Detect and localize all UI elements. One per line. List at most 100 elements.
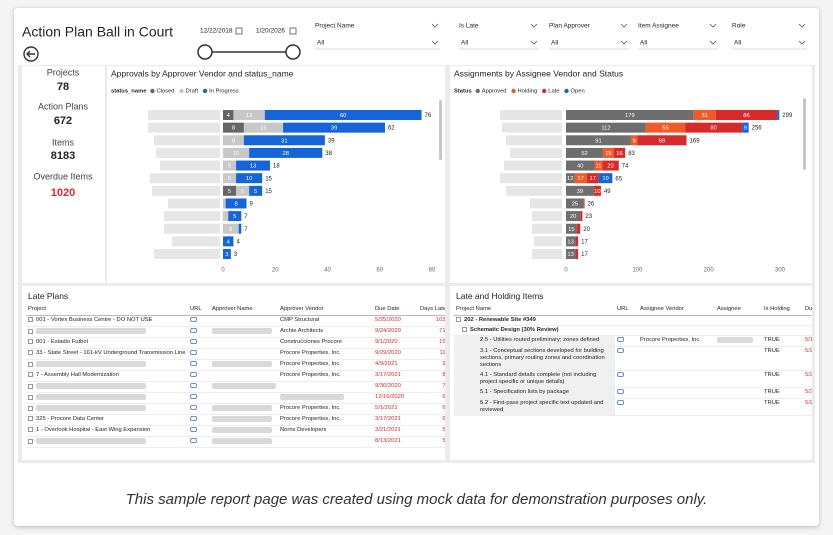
bar-segment — [603, 147, 614, 158]
category-placeholder — [510, 147, 562, 158]
expand-icon[interactable] — [28, 405, 33, 411]
back-circle[interactable] — [23, 46, 39, 62]
total-label: 299 — [782, 113, 793, 119]
category-placeholder — [156, 147, 220, 158]
bar-segment — [566, 249, 576, 259]
bar-segment — [236, 160, 271, 171]
slider-handle[interactable] — [285, 44, 301, 60]
link-icon[interactable] — [617, 400, 624, 405]
bar-segment — [223, 185, 237, 196]
link-icon[interactable] — [190, 405, 197, 410]
total-label: 15 — [265, 176, 272, 182]
category-placeholder — [500, 173, 562, 184]
expand-icon[interactable] — [28, 350, 33, 355]
scrollbar[interactable] — [803, 98, 806, 170]
filter-value[interactable]: All — [551, 40, 559, 47]
cell — [715, 335, 762, 347]
link-icon[interactable] — [190, 361, 197, 366]
link-icon[interactable] — [190, 438, 197, 443]
filter-value[interactable]: All — [734, 40, 742, 47]
expand-icon[interactable] — [28, 438, 33, 444]
link-icon[interactable] — [617, 337, 624, 342]
cell — [188, 315, 210, 327]
kpis: Projects 78 Action Plans 672 Items 8183 Overdu… — [33, 67, 93, 199]
bar-segment — [777, 110, 780, 120]
cell — [278, 392, 373, 404]
category-placeholder — [148, 122, 220, 133]
cell — [188, 392, 210, 404]
kpi-value: 1020 — [51, 187, 75, 199]
link-icon[interactable] — [617, 348, 624, 353]
link-icon[interactable] — [190, 350, 197, 355]
expand-icon[interactable] — [28, 317, 33, 322]
bar-segment — [223, 122, 244, 133]
cell — [638, 346, 715, 371]
item-row: 4.1 - Standard details complete (not inc… — [454, 370, 812, 388]
bar-segment — [602, 160, 619, 171]
cell — [278, 436, 373, 448]
expand-icon[interactable] — [28, 361, 33, 367]
calendar-icon[interactable] — [289, 27, 297, 35]
column-header: Approver Name — [210, 303, 278, 316]
cell — [210, 436, 278, 448]
expand-icon[interactable] — [28, 339, 33, 344]
collapse-icon[interactable] — [456, 317, 461, 322]
bar-segment — [223, 198, 226, 209]
days-late: 735 — [418, 381, 445, 393]
calendar-icon[interactable] — [235, 27, 243, 35]
cell: 202 - Renewable Site #349 — [454, 315, 812, 326]
legend-title: Status — [454, 89, 472, 95]
bar-segment — [742, 122, 749, 133]
cell — [26, 403, 188, 415]
scrollbar[interactable] — [439, 100, 442, 160]
expand-icon[interactable] — [28, 328, 33, 334]
bar-segment — [249, 147, 323, 158]
link-icon[interactable] — [617, 389, 624, 394]
filter-value[interactable]: All — [461, 40, 469, 47]
expand-icon[interactable] — [28, 383, 33, 389]
table-row: 325 - Procore Data Center Procore Propert… — [26, 414, 445, 426]
link-icon[interactable] — [190, 416, 197, 421]
link-icon[interactable] — [190, 427, 197, 432]
cell — [210, 337, 278, 349]
due-date: 4/9/2021 — [373, 359, 418, 371]
back-arrow[interactable] — [26, 50, 35, 58]
kpi-value: 8183 — [51, 150, 75, 162]
link-icon[interactable] — [190, 383, 197, 388]
expand-icon[interactable] — [28, 394, 33, 400]
category-placeholder — [534, 236, 562, 247]
is-holding: TRUE — [762, 370, 803, 388]
link-icon[interactable] — [190, 372, 197, 377]
link-icon[interactable] — [190, 328, 197, 333]
legend-swatch — [179, 88, 184, 94]
date-end[interactable]: 1/20/2026 — [256, 28, 285, 35]
total-label: 256 — [752, 126, 763, 132]
link-icon[interactable] — [190, 317, 197, 322]
expand-icon[interactable] — [28, 427, 33, 432]
slider-handle[interactable] — [197, 44, 213, 60]
bar-segment — [566, 211, 581, 222]
cell: Schematic Design (30% Review) — [454, 325, 812, 336]
due-date: 5/25/2020 — [373, 315, 418, 327]
filter-value[interactable]: All — [640, 40, 648, 47]
expand-icon[interactable] — [28, 372, 33, 377]
date-start[interactable]: 12/22/2018 — [200, 28, 233, 35]
collapse-icon[interactable] — [462, 327, 467, 332]
segment-label: 13 — [567, 239, 573, 245]
filter-value[interactable]: All — [317, 40, 325, 47]
link-icon[interactable] — [190, 339, 197, 344]
link-icon[interactable] — [190, 394, 197, 399]
cell — [615, 346, 638, 371]
phase-name: Schematic Design (30% Review) — [470, 327, 559, 333]
table-row: 33 - State Street - 161-kV Underground T… — [26, 348, 445, 360]
total-label: 17 — [581, 239, 588, 245]
bar-segment — [566, 185, 594, 196]
expand-icon[interactable] — [28, 416, 33, 421]
link-icon[interactable] — [617, 372, 624, 377]
cell: Norris Developers — [278, 425, 373, 437]
bar-segment — [715, 110, 778, 120]
total-label: 9 — [250, 202, 254, 208]
back-button[interactable] — [23, 46, 39, 62]
total-label: 62 — [388, 126, 395, 132]
